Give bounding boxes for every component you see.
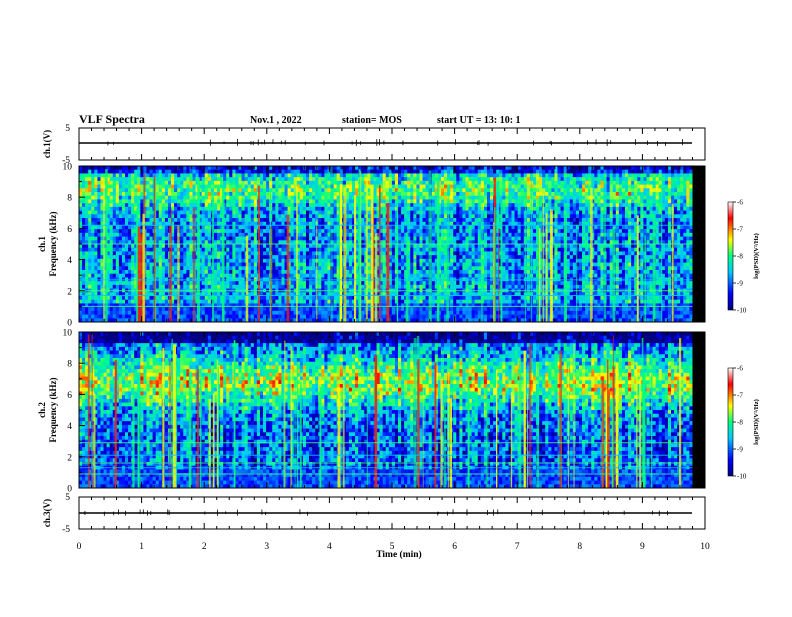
- ch1-spec-ylabel-freq: Frequency (kHz): [48, 211, 58, 276]
- colorbar-tick-label: -7: [737, 392, 743, 400]
- colorbar-tick-label: -9: [737, 446, 743, 454]
- ch2-spec-ytick-label: 6: [67, 391, 72, 401]
- ch2-spec-ytick-label: 2: [67, 453, 72, 463]
- colorbar-tick-label: -10: [737, 473, 747, 481]
- x-tick-label: 1: [139, 542, 144, 552]
- colorbar-tick-label: -9: [737, 280, 743, 288]
- ch1-spectrogram-image: [79, 166, 705, 322]
- colorbar-tick-label: -10: [737, 307, 747, 315]
- colorbar-tick-label: -7: [737, 226, 743, 234]
- ch1-colorbar: -6 -7 -8 -9 -10 log(PSD)(V²/Hz): [728, 199, 760, 315]
- ch1-waveform-panel: 5 -5 ch.1(V): [42, 124, 705, 166]
- ch3-wave-ytick-top: 5: [65, 493, 70, 503]
- x-tick-label: 6: [452, 542, 457, 552]
- ch1-spec-ytick-label: 0: [67, 319, 72, 329]
- ch2-spec-ytick-label: 10: [63, 329, 73, 339]
- x-tick-label: 10: [700, 542, 710, 552]
- x-tick-label: 2: [202, 542, 207, 552]
- ch1-spec-ytick-label: 4: [67, 256, 72, 266]
- ch2-spec-ylabel-freq: Frequency (kHz): [48, 377, 58, 442]
- ch2-colorbar: -6 -7 -8 -9 -10 log(PSD)(V²/Hz): [728, 365, 760, 481]
- ch1-spec-ytick-label: 8: [67, 194, 72, 204]
- x-tick-label: 0: [77, 542, 82, 552]
- ch1-spec-ytick-label: 10: [63, 163, 73, 173]
- x-axis-label: Time (min): [376, 549, 421, 560]
- ch2-spec-ytick-label: 8: [67, 360, 72, 370]
- ch1-wave-ytick-top: 5: [65, 124, 70, 134]
- ch1-spectrogram-panel: 0 2 4 6 8 10 ch.1 Frequency (kHz): [37, 163, 705, 329]
- x-tick-label: 7: [515, 542, 520, 552]
- ch2-spec-ylabel-ch: ch.2: [37, 402, 47, 418]
- ch1-colorbar-label: log(PSD)(V²/Hz): [753, 233, 760, 279]
- x-tick-label: 4: [327, 542, 332, 552]
- start-time-label: start UT = 13: 10: 1: [437, 115, 521, 126]
- ch2-spec-ytick-label: 4: [67, 422, 72, 432]
- colorbar-tick-label: -8: [737, 419, 743, 427]
- colorbar-tick-label: -8: [737, 253, 743, 261]
- ch1-spec-ytick-label: 6: [67, 225, 72, 235]
- ch3-wave-ytick-bottom: -5: [62, 525, 70, 535]
- x-tick-label: 9: [640, 542, 645, 552]
- ch3-wave-ylabel: ch.3(V): [42, 499, 52, 527]
- chart-title: VLF Spectra: [79, 112, 145, 126]
- ch1-spec-ytick-label: 2: [67, 287, 72, 297]
- ch1-spec-ylabel-ch: ch.1: [37, 236, 47, 252]
- x-tick-label: 3: [264, 542, 269, 552]
- colorbar-tick-label: -6: [737, 365, 743, 373]
- station-label: station= MOS: [342, 115, 402, 126]
- ch2-colorbar-label: log(PSD)(V²/Hz): [753, 399, 760, 445]
- colorbar-tick-label: -6: [737, 199, 743, 207]
- ch1-wave-ylabel: ch.1(V): [42, 130, 52, 158]
- x-tick-label: 8: [577, 542, 582, 552]
- date-label: Nov.1 , 2022: [250, 115, 302, 126]
- ch2-spectrogram-image: [79, 332, 705, 488]
- ch3-waveform-panel: 5 -5 ch.3(V): [42, 493, 705, 535]
